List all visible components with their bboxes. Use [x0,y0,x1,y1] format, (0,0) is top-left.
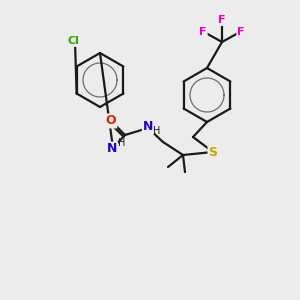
Text: F: F [237,27,245,37]
Text: S: S [208,146,217,158]
Text: Cl: Cl [67,36,79,46]
Text: H: H [118,138,126,148]
Text: N: N [143,121,153,134]
Text: H: H [153,126,161,136]
Text: F: F [218,15,226,25]
Text: O: O [106,115,116,128]
Text: F: F [199,27,207,37]
Text: N: N [107,142,117,155]
